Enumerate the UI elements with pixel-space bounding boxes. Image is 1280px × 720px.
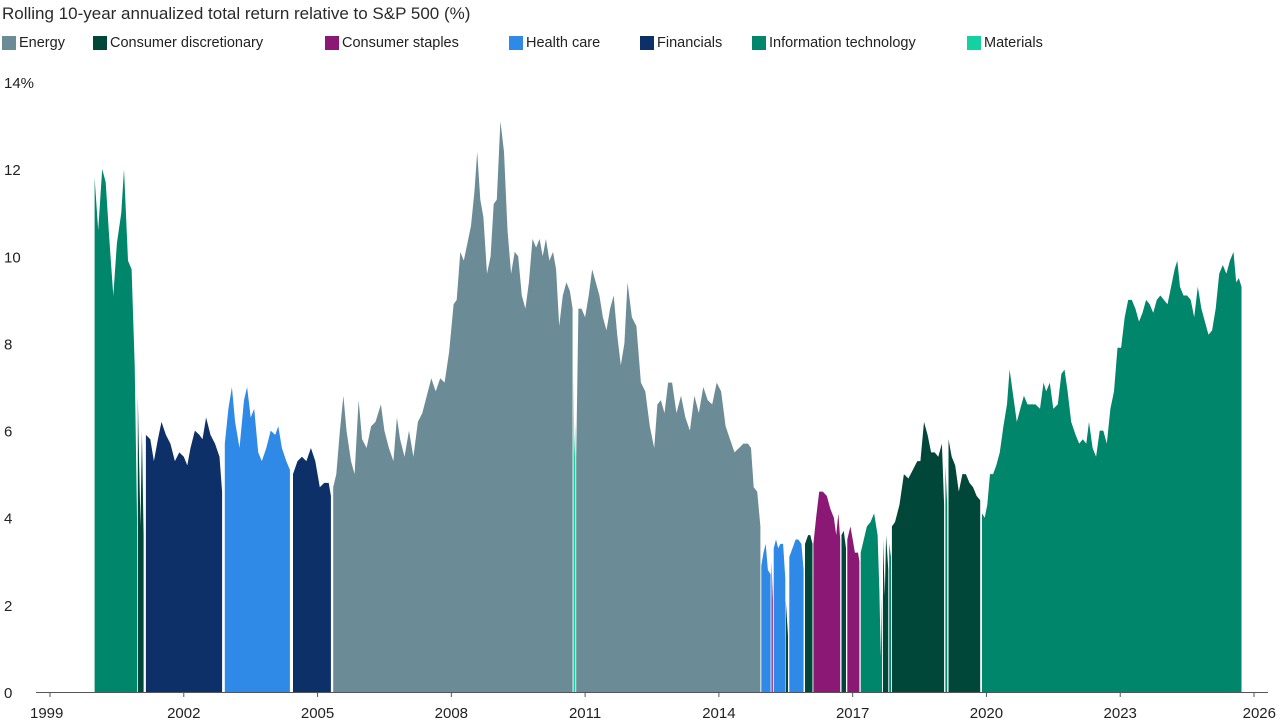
x-tick-label: 2023 [1104,705,1137,720]
legend-swatch [2,36,16,50]
legend-item-consumer-discretionary: Consumer discretionary [93,34,263,52]
area-information-technology-17 [860,513,883,692]
area-health-care-3 [224,387,290,692]
x-tick-label: 2017 [836,705,869,720]
legend-label: Health care [526,35,601,51]
area-health-care-8 [761,543,771,692]
x-tick-label: 2005 [301,705,334,720]
area-financials-4 [293,448,331,692]
legend-swatch [967,36,981,50]
area-consumer-discretionary-20 [891,421,945,692]
area-energy-5 [333,121,573,692]
area-health-care-12 [789,539,804,692]
x-tick-label: 2026 [1243,705,1276,720]
legend-label: Financials [657,35,723,51]
legend-swatch [640,36,654,50]
y-tick-label: 12 [4,162,21,179]
y-tick-label: 2 [4,598,12,615]
legend-label: Energy [19,35,65,51]
chart-title: Rolling 10-year annualized total return … [2,4,471,23]
x-tick-label: 1999 [30,705,63,720]
area-financials-2 [145,417,223,692]
legend-swatch [752,36,766,50]
y-tick-label: 6 [4,424,12,441]
area-consumer-discretionary-22 [948,439,981,692]
legend-swatch [509,36,523,50]
x-tick-label: 2011 [569,705,601,720]
area-consumer-staples-9 [771,561,773,692]
x-axis: 1999 2002 2005 2008 2011 2014 2017 2020 2023 2026 [30,692,1276,720]
area-consumer-discretionary-18 [883,535,889,692]
area-health-care-10 [773,539,786,692]
legend-label: Consumer staples [342,35,459,51]
area-consumer-staples-16 [847,526,860,692]
sector-areas [94,121,1242,693]
y-tick-label: 4 [4,511,12,528]
area-consumer-staples-14 [813,491,841,692]
legend-item-information-technology: Information technology [752,34,916,52]
area-energy-7 [576,269,761,692]
legend-item-financials: Financials [640,34,722,52]
legend-label: Information technology [769,35,916,51]
legend-swatch [325,36,339,50]
y-tick-label: 0 [4,685,12,702]
legend-item-materials: Materials [967,34,1043,52]
area-materials-6 [573,373,576,692]
legend-swatch [93,36,107,50]
area-information-technology-23 [982,251,1242,692]
area-information-technology-0 [94,169,137,693]
x-tick-label: 2002 [167,705,200,720]
area-information-technology-19 [889,543,891,692]
area-consumer-discretionary-11 [785,600,788,692]
y-tick-label: 14% [4,75,34,92]
area-consumer-discretionary-1 [137,395,144,692]
legend-item-health-care: Health care [509,34,600,52]
area-consumer-discretionary-13 [805,535,813,692]
chart-legend: Energy Consumer discretionary Consumer sta… [0,34,1280,52]
y-axis: 0 2 4 6 8 10 12 14% [4,75,34,702]
x-tick-label: 2008 [435,705,468,720]
x-tick-label: 2020 [970,705,1003,720]
legend-label: Consumer discretionary [110,35,264,51]
area-consumer-discretionary-15 [841,530,846,692]
legend-item-consumer-staples: Consumer staples [325,34,459,52]
x-tick-label: 2014 [702,705,735,720]
legend-item-energy: Energy [2,34,65,52]
y-tick-label: 8 [4,336,12,353]
area-information-technology-21 [945,465,948,692]
y-tick-label: 10 [4,249,21,266]
legend-label: Materials [984,35,1043,51]
